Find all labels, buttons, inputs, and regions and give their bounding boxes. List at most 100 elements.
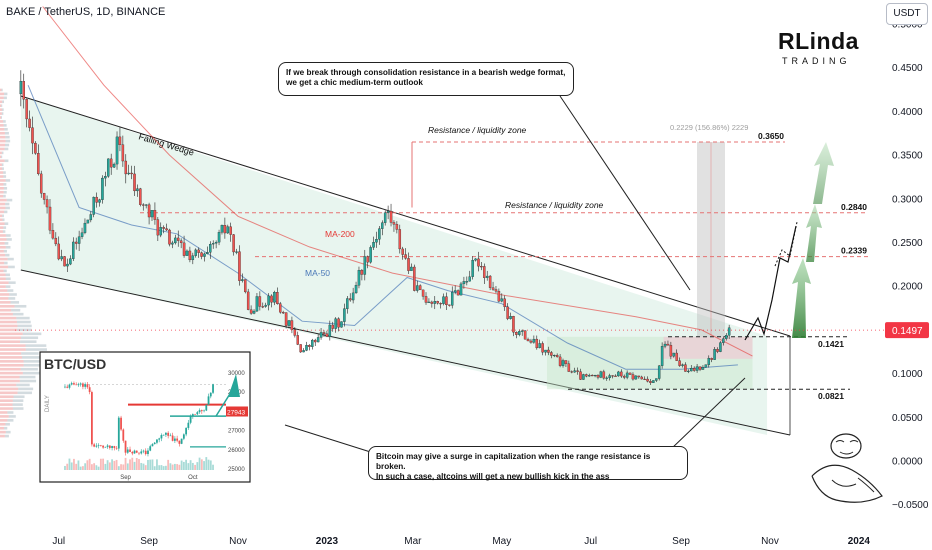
- inset-volume-bar: [131, 457, 134, 470]
- candle-body: [255, 296, 259, 312]
- candle-body: [104, 176, 107, 179]
- candle-body: [727, 327, 731, 336]
- candle-body: [410, 266, 413, 271]
- inset-volume-bar: [187, 463, 190, 470]
- measure-label: 0.2229 (156.86%) 2229: [670, 123, 748, 132]
- candle-body: [416, 285, 419, 291]
- inset-y-tick: 25000: [228, 467, 245, 473]
- candle-body: [518, 331, 521, 335]
- inset-candle-body: [115, 447, 118, 449]
- inset-candle-body: [198, 410, 201, 413]
- inset-volume-bar: [88, 458, 91, 470]
- inset-volume-bar: [158, 465, 161, 470]
- inset-x-tick: Oct: [188, 475, 198, 481]
- inset-candle-body: [86, 384, 89, 388]
- candle-body: [427, 301, 431, 303]
- volume-profile-buy: [4, 222, 9, 225]
- candle-body: [690, 368, 693, 372]
- volume-profile-sell: [0, 293, 10, 296]
- inset-candle-body: [124, 440, 127, 453]
- candle-body: [468, 276, 471, 282]
- volume-profile-sell: [0, 147, 5, 151]
- candle-body: [48, 206, 52, 231]
- inset-candle-body: [176, 438, 179, 441]
- volume-profile-sell: [0, 426, 5, 430]
- inset-candle-body: [113, 446, 116, 448]
- volume-profile-buy: [16, 383, 30, 387]
- candle-body: [95, 196, 98, 203]
- volume-profile-sell: [0, 226, 4, 229]
- candle-body: [692, 368, 696, 371]
- volume-profile-buy: [6, 198, 13, 202]
- inset-volume-bar: [207, 459, 210, 470]
- volume-profile-buy: [5, 245, 11, 249]
- callout-pointer-bottom-left: [284, 424, 381, 456]
- volume-profile-sell: [0, 104, 2, 108]
- volume-profile-sell: [0, 399, 13, 402]
- candle-body: [348, 298, 352, 301]
- inset-candle-body: [111, 446, 113, 448]
- inset-volume-bar: [111, 459, 113, 470]
- volume-profile-buy: [20, 340, 37, 343]
- candle-body: [284, 312, 288, 326]
- volume-profile-buy: [23, 363, 43, 367]
- volume-profile-buy: [7, 419, 14, 422]
- volume-profile-buy: [1, 88, 3, 92]
- inset-volume-bar: [68, 458, 71, 470]
- inset-volume-bar: [194, 464, 196, 470]
- volume-profile-buy: [5, 139, 11, 143]
- note-top: If we break through consolidation resist…: [278, 62, 574, 96]
- candle-body: [115, 136, 119, 165]
- volume-profile-sell: [0, 253, 6, 257]
- inset-candle-body: [187, 422, 190, 428]
- candle-body: [273, 292, 276, 303]
- candle-body: [620, 371, 623, 377]
- inset-candle-body: [131, 451, 134, 454]
- candle-body: [57, 243, 60, 260]
- volume-profile-sell: [0, 128, 5, 131]
- x-tick-label: Nov: [229, 536, 247, 547]
- volume-profile-sell: [0, 332, 23, 336]
- candle-body: [261, 306, 265, 308]
- meme-features: [835, 440, 859, 455]
- candle-body: [156, 219, 160, 236]
- inset-volume-bar: [75, 463, 78, 470]
- candle-body: [529, 340, 533, 343]
- volume-profile-sell: [0, 411, 8, 414]
- candle-body: [637, 375, 641, 378]
- inset-candle-body: [142, 450, 145, 452]
- candle-body: [663, 343, 667, 347]
- candle-body: [515, 331, 518, 335]
- inset-candle-body: [138, 452, 140, 454]
- volume-profile-buy: [4, 159, 9, 163]
- candle-body: [436, 301, 439, 304]
- candle-body: [223, 225, 227, 234]
- inset-candle-body: [84, 384, 87, 387]
- candle-body: [211, 243, 215, 245]
- inset-volume-bar: [171, 464, 174, 470]
- projection-path: [744, 225, 797, 341]
- volume-profile-sell: [0, 179, 6, 182]
- volume-profile-buy: [22, 356, 41, 359]
- inset-volume-bar: [212, 464, 214, 470]
- inset-volume-bar: [140, 462, 143, 470]
- inset-volume-bar: [133, 461, 136, 470]
- candle-body: [625, 372, 629, 378]
- inset-volume-bar: [97, 466, 100, 470]
- candle-body: [252, 310, 256, 314]
- inset-candle-body: [70, 383, 73, 385]
- inset-volume-bar: [167, 459, 170, 470]
- inset-volume-bar: [93, 463, 96, 470]
- volume-profile-sell: [0, 183, 4, 186]
- volume-profile-sell: [0, 328, 18, 332]
- volume-profile-sell: [0, 202, 6, 206]
- currency-button[interactable]: USDT: [886, 3, 928, 25]
- volume-profile-sell: [0, 395, 14, 399]
- volume-profile-buy: [4, 147, 9, 151]
- candle-body: [678, 360, 681, 366]
- candle-body: [34, 142, 37, 154]
- candle-body: [206, 252, 209, 255]
- volume-profile-buy: [8, 281, 16, 284]
- candle-body: [599, 371, 603, 378]
